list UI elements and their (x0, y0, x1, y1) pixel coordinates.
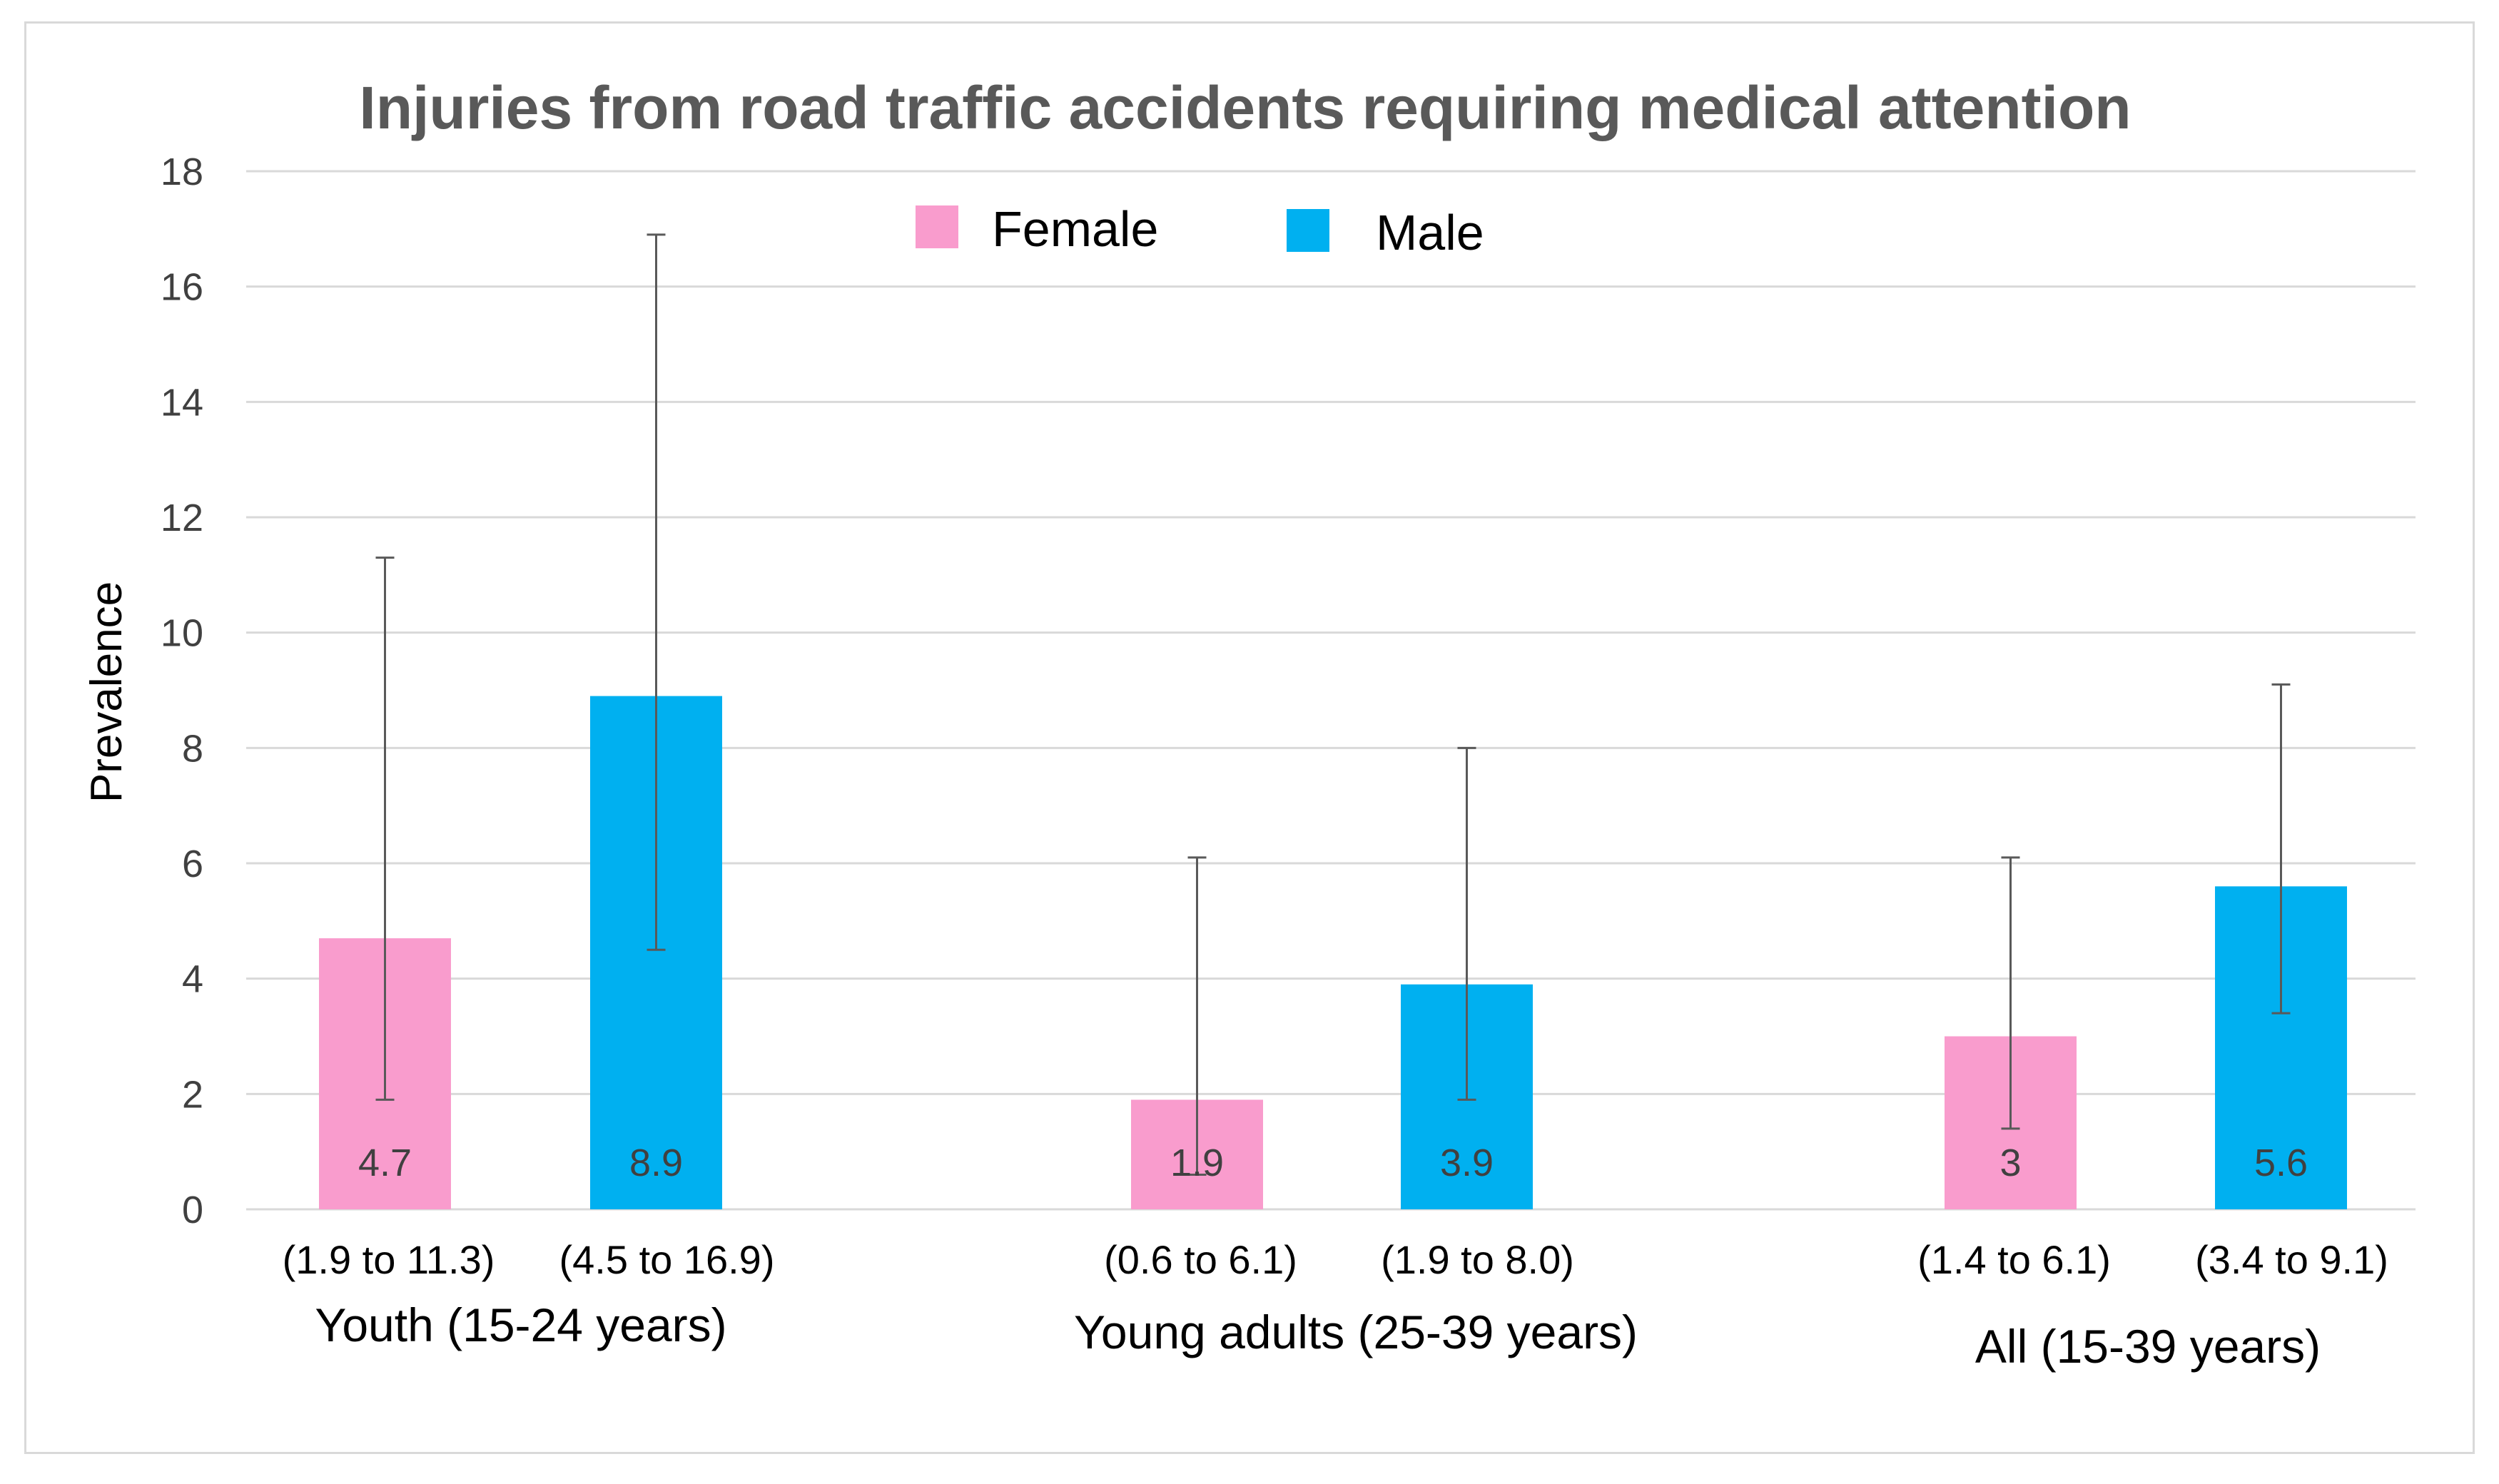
data-label: 3.9 (1440, 1142, 1494, 1184)
gridlines (246, 170, 2416, 1211)
y-tick-label: 8 (182, 727, 203, 770)
data-label: 1.9 (1170, 1142, 1224, 1184)
legend-label-female: Female (992, 201, 1158, 257)
ci-label: (1.9 to 11.3) (283, 1237, 495, 1282)
bars (319, 696, 2347, 1209)
y-tick-label: 12 (161, 497, 203, 539)
legend-swatch-female (916, 205, 958, 248)
x-axis-labels: (1.9 to 11.3) (4.5 to 16.9) Youth (15-24 y… (283, 1237, 2388, 1373)
ci-label: (0.6 to 6.1) (1104, 1237, 1297, 1282)
y-axis-ticks: 0 2 4 6 8 10 12 14 16 18 (161, 151, 203, 1231)
y-axis-label: Prevalence (82, 581, 131, 803)
category-label: Youth (15-24 years) (315, 1298, 726, 1351)
legend-swatch-male (1287, 209, 1329, 252)
ci-label: (1.9 to 8.0) (1381, 1237, 1574, 1282)
ci-label: (1.4 to 6.1) (1917, 1237, 2111, 1282)
y-tick-label: 4 (182, 958, 203, 1001)
category-label: Young adults (25-39 years) (1074, 1306, 1638, 1358)
category-label: All (15-39 years) (1975, 1320, 2321, 1373)
ci-label: (3.4 to 9.1) (2195, 1237, 2388, 1282)
data-label: 8.9 (629, 1142, 683, 1184)
data-label: 3 (1999, 1142, 2021, 1184)
legend: Female Male (916, 201, 1484, 260)
y-tick-label: 18 (161, 151, 203, 193)
legend-label-male: Male (1376, 205, 1484, 260)
data-label: 4.7 (358, 1142, 412, 1184)
y-tick-label: 16 (161, 266, 203, 309)
y-tick-label: 10 (161, 612, 203, 655)
y-tick-label: 2 (182, 1073, 203, 1116)
chart-frame (24, 21, 2475, 1454)
data-label: 5.6 (2254, 1142, 2308, 1184)
y-tick-label: 0 (182, 1189, 203, 1231)
ci-label: (4.5 to 16.9) (559, 1237, 775, 1282)
error-bars (375, 233, 2291, 1176)
y-tick-label: 14 (161, 381, 203, 424)
y-tick-label: 6 (182, 843, 203, 885)
chart-title: Injuries from road traffic accidents req… (359, 74, 2131, 141)
value-labels: 4.7 8.9 1.9 3.9 3 5.6 (358, 1142, 2308, 1184)
